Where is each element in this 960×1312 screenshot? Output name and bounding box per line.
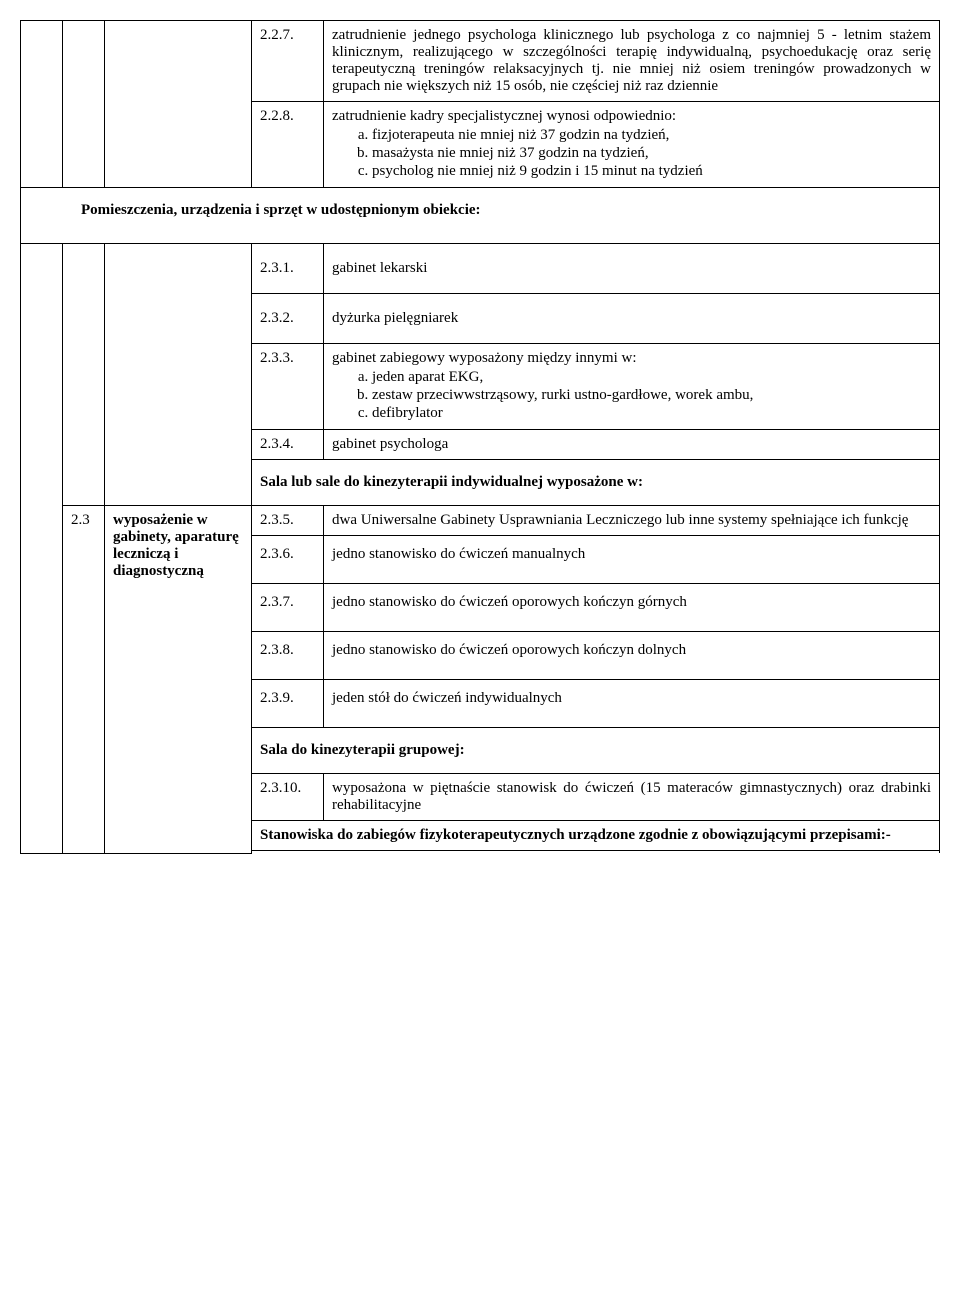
section-heading: Sala do kinezyterapii grupowej: [252,728,940,774]
item-text: gabinet psychologa [324,430,940,460]
item-number: 2.3.7. [252,584,324,632]
list-item: defibrylator [372,405,931,422]
item-text: jedno stanowisko do ćwiczeń oporowych ko… [324,632,940,680]
list-item: masażysta nie mniej niż 37 godzin na tyd… [372,145,931,162]
item-number: 2.3.5. [252,506,324,536]
item-number: 2.3.4. [252,430,324,460]
spacer-cell [252,851,940,854]
section-heading: Pomieszczenia, urządzenia i sprzęt w udo… [21,188,940,244]
table-row: 2.3 wyposażenie w gabinety, aparaturę le… [21,506,940,536]
side-number: 2.3 [63,506,105,854]
list-item: jeden aparat EKG, [372,369,931,386]
item-text: zatrudnienie jednego psychologa kliniczn… [324,21,940,102]
item-number: 2.3.10. [252,774,324,821]
list-item: fizjoterapeuta nie mniej niż 37 godzin n… [372,127,931,144]
item-number: 2.3.8. [252,632,324,680]
item-number: 2.2.8. [252,102,324,188]
item-intro: gabinet zabiegowy wyposażony między inny… [332,350,637,366]
item-intro: zatrudnienie kadry specjalistycznej wyno… [332,108,676,124]
item-text: jeden stół do ćwiczeń indywidualnych [324,680,940,728]
sub-list: jeden aparat EKG, zestaw przeciwwstrząso… [332,369,931,422]
sub-list: fizjoterapeuta nie mniej niż 37 godzin n… [332,127,931,180]
requirements-table: 2.2.7. zatrudnienie jednego psychologa k… [20,20,940,854]
item-number: 2.2.7. [252,21,324,102]
spacer-cell [105,244,252,506]
item-number: 2.3.1. [252,244,324,294]
item-text: dwa Uniwersalne Gabinety Usprawniania Le… [324,506,940,536]
item-text: dyżurka pielęgniarek [324,294,940,344]
item-text: gabinet lekarski [324,244,940,294]
spacer-cell [63,21,105,188]
item-number: 2.3.6. [252,536,324,584]
side-label: wyposażenie w gabinety, aparaturę leczni… [105,506,252,854]
spacer-cell [63,244,105,506]
item-text: wyposażona w piętnaście stanowisk do ćwi… [324,774,940,821]
spacer-cell [21,244,63,854]
item-number: 2.3.2. [252,294,324,344]
spacer-cell [105,21,252,188]
item-text: zatrudnienie kadry specjalistycznej wyno… [324,102,940,188]
section-heading: Stanowiska do zabiegów fizykoterapeutycz… [252,821,940,851]
table-row: Pomieszczenia, urządzenia i sprzęt w udo… [21,188,940,244]
item-text: jedno stanowisko do ćwiczeń manualnych [324,536,940,584]
item-text: gabinet zabiegowy wyposażony między inny… [324,344,940,430]
table-row: 2.3.1. gabinet lekarski [21,244,940,294]
section-heading: Sala lub sale do kinezyterapii indywidua… [252,460,940,506]
item-number: 2.3.9. [252,680,324,728]
item-text: jedno stanowisko do ćwiczeń oporowych ko… [324,584,940,632]
item-number: 2.3.3. [252,344,324,430]
table-row: 2.2.7. zatrudnienie jednego psychologa k… [21,21,940,102]
list-item: psycholog nie mniej niż 9 godzin i 15 mi… [372,163,931,180]
list-item: zestaw przeciwwstrząsowy, rurki ustno-ga… [372,387,931,404]
spacer-cell [21,21,63,188]
